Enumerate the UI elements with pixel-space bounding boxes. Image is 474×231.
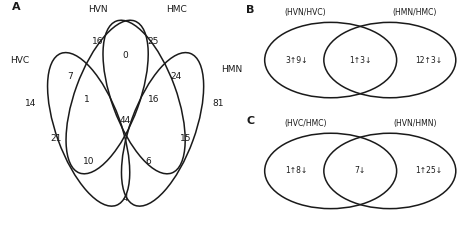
Text: 0: 0 bbox=[123, 51, 128, 60]
Text: 1: 1 bbox=[83, 95, 89, 104]
Text: 24: 24 bbox=[171, 72, 182, 81]
Text: A: A bbox=[12, 2, 21, 12]
Text: (HVN/HVC): (HVN/HVC) bbox=[285, 8, 327, 17]
Text: 25: 25 bbox=[147, 37, 159, 46]
Text: 81: 81 bbox=[212, 100, 224, 108]
Text: HVC: HVC bbox=[10, 56, 29, 64]
Text: 12↑3↓: 12↑3↓ bbox=[415, 56, 442, 64]
Text: 1↑8↓: 1↑8↓ bbox=[285, 167, 308, 175]
Text: 4: 4 bbox=[123, 194, 128, 203]
Text: B: B bbox=[246, 5, 255, 15]
Text: (HVN/HMN): (HVN/HMN) bbox=[393, 119, 437, 128]
Text: 6: 6 bbox=[146, 157, 152, 166]
Text: 16: 16 bbox=[147, 95, 159, 104]
Text: HMN: HMN bbox=[221, 65, 243, 74]
Text: HVN: HVN bbox=[88, 5, 108, 14]
Text: 7↓: 7↓ bbox=[355, 167, 366, 175]
Text: 16: 16 bbox=[92, 37, 104, 46]
Text: 10: 10 bbox=[83, 157, 94, 166]
Text: 44: 44 bbox=[120, 116, 131, 125]
Text: HMC: HMC bbox=[166, 5, 187, 14]
Text: (HVC/HMC): (HVC/HMC) bbox=[284, 119, 327, 128]
Text: 14: 14 bbox=[25, 100, 36, 108]
Text: 1↑3↓: 1↑3↓ bbox=[349, 56, 372, 64]
Text: 21: 21 bbox=[51, 134, 62, 143]
Text: 15: 15 bbox=[180, 134, 191, 143]
Text: 3↑9↓: 3↑9↓ bbox=[285, 56, 308, 64]
Text: 7: 7 bbox=[67, 72, 73, 81]
Text: (HMN/HMC): (HMN/HMC) bbox=[392, 8, 437, 17]
Text: 1↑25↓: 1↑25↓ bbox=[415, 167, 442, 175]
Text: C: C bbox=[246, 116, 255, 125]
